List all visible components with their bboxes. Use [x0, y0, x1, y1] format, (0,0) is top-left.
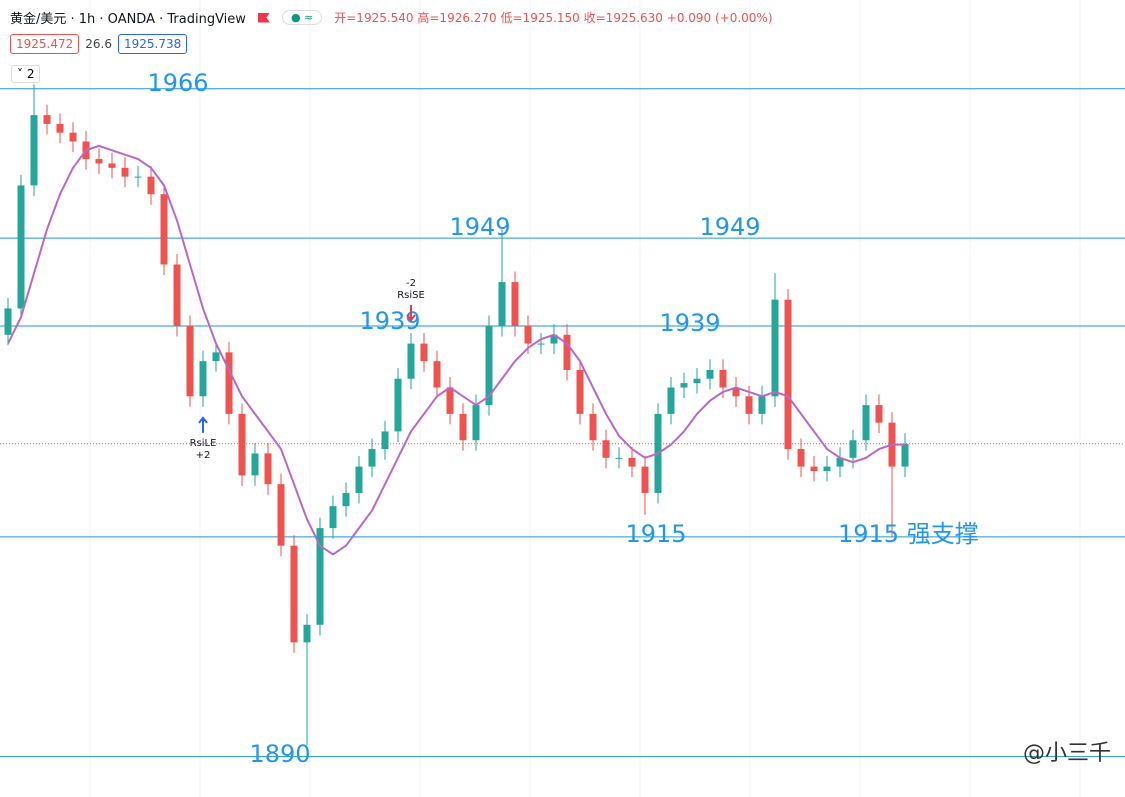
candle-body	[173, 264, 181, 327]
level-annotation: 1915	[625, 520, 686, 548]
candle-body	[498, 282, 506, 327]
candle-body	[30, 115, 38, 186]
candle-body	[381, 431, 389, 450]
candle-body	[823, 466, 831, 471]
signal-label: +2	[196, 450, 211, 461]
candle-body	[407, 343, 415, 379]
candle-body	[290, 545, 298, 643]
candle-body	[433, 361, 441, 388]
candle-body	[56, 123, 64, 133]
candle-body	[680, 383, 688, 388]
candle-body	[706, 369, 714, 379]
candle-body	[771, 299, 779, 397]
indicator-count: 2	[26, 67, 35, 81]
candle-body	[667, 387, 675, 414]
signal-arrow	[406, 305, 416, 322]
candle-body	[719, 369, 727, 388]
candle-body	[446, 387, 454, 414]
candle-body	[615, 457, 623, 459]
candle-body	[368, 449, 376, 467]
candle-body	[69, 132, 77, 142]
candle-body	[472, 405, 480, 441]
candle-body	[875, 405, 883, 423]
candle-body	[329, 506, 337, 529]
level-annotation: 1915 强支撑	[838, 520, 979, 548]
candle-body	[108, 163, 116, 168]
candle-body	[134, 176, 142, 178]
candle-body	[901, 443, 909, 467]
candle-body	[810, 466, 818, 471]
level-annotation: 1890	[249, 740, 310, 768]
candle-body	[147, 176, 155, 195]
candle-body	[212, 352, 220, 362]
candle-body	[797, 449, 805, 467]
level-annotation: 1966	[147, 69, 208, 97]
candle-body	[277, 484, 285, 546]
candle-body	[485, 326, 493, 406]
candle-body	[563, 334, 571, 370]
candle-body	[459, 413, 467, 441]
candle-body	[225, 352, 233, 414]
moving-average	[7, 144, 905, 556]
candle-body	[251, 453, 259, 476]
status-pill[interactable]: ● ≈	[281, 10, 323, 25]
watermark: @小三千	[1022, 741, 1111, 766]
bid-box[interactable]: 1925.472	[10, 34, 80, 54]
candle-body	[95, 159, 103, 164]
symbol[interactable]: 黄金/美元 · 1h · OANDA · TradingView	[10, 12, 246, 27]
ohlc-readout: 开=1925.540 高=1926.270 低=1925.150 收=1925.…	[334, 11, 773, 25]
candle-body	[264, 453, 272, 485]
signal-label: -2	[406, 278, 416, 289]
candle-body	[758, 396, 766, 414]
candle-body	[641, 466, 649, 493]
candle-body	[394, 378, 402, 432]
candle-body	[550, 334, 558, 344]
candle-body	[186, 326, 194, 397]
level-annotation: 1939	[659, 309, 720, 337]
candle-body	[43, 115, 51, 124]
flag-icon[interactable]	[257, 12, 270, 23]
candle-body	[199, 361, 207, 397]
candle-body	[862, 405, 870, 441]
level-annotation: 1949	[449, 213, 510, 241]
candle-body	[160, 194, 168, 265]
candle-body	[342, 492, 350, 507]
candle-body	[524, 326, 532, 344]
candle-body	[745, 396, 753, 414]
level-annotation: 1949	[699, 213, 760, 241]
candle-body	[355, 466, 363, 493]
candle-body	[576, 369, 584, 414]
price-boxes: 1925.472 26.6 1925.738	[10, 34, 188, 54]
indicator-toggle[interactable]: ˅ 2	[11, 65, 41, 83]
signal-name: RsiLE	[190, 438, 217, 449]
spread: 26.6	[85, 37, 112, 51]
candle-body	[238, 413, 246, 476]
candle-body	[836, 457, 844, 467]
candle-body	[303, 624, 311, 643]
candle-body	[511, 282, 519, 327]
candle-body	[732, 387, 740, 397]
candle-body	[316, 528, 324, 625]
candle-body	[589, 413, 597, 441]
candle-body	[693, 378, 701, 384]
ask-box[interactable]: 1925.738	[117, 34, 188, 54]
candle-body	[17, 185, 25, 309]
candle-body	[537, 343, 545, 345]
candle-body	[849, 440, 857, 458]
candle-body	[784, 299, 792, 450]
candle-body	[602, 440, 610, 458]
candle-body	[4, 308, 12, 335]
header: 黄金/美元 · 1h · OANDA · TradingView ● ≈ 开=1…	[10, 8, 773, 27]
signal-name: RsiSE	[397, 290, 425, 301]
candle-body	[121, 167, 129, 177]
candle-body	[628, 457, 636, 467]
signal-arrow	[198, 416, 208, 433]
candle-body	[420, 343, 428, 362]
